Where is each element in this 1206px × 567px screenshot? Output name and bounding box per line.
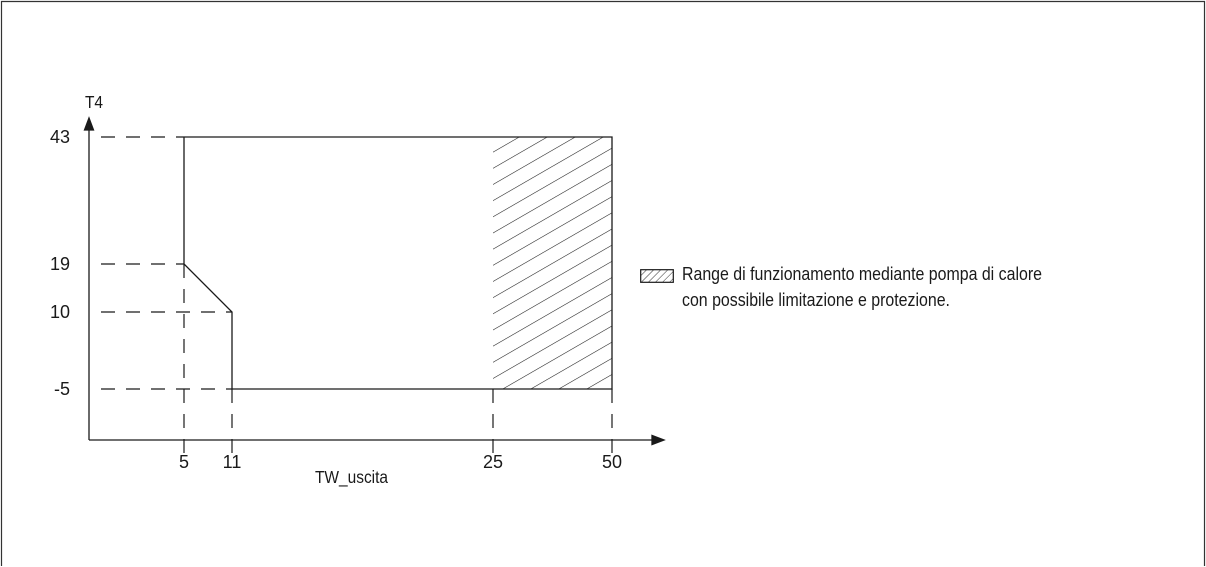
x-tick-label-50: 50 [602, 452, 622, 472]
x-axis-label: TW_uscita [315, 467, 389, 487]
legend-hatch-swatch [640, 269, 674, 283]
y-tick-label-43: 43 [50, 127, 70, 147]
hatched-region [493, 137, 612, 389]
x-axis-arrow [651, 434, 666, 446]
legend-text-line-2: con possibile limitazione e protezione. [682, 289, 950, 310]
operating-region-outline [183, 136, 613, 390]
y-tick-labels: 43 19 10 -5 [50, 127, 70, 399]
x-tick-label-11: 11 [223, 452, 242, 472]
axes [83, 116, 666, 446]
legend-text-line-1: Range di funzionamento mediante pompa di… [682, 263, 1042, 284]
x-tick-label-5: 5 [179, 452, 189, 472]
y-tick-label-10: 10 [50, 302, 70, 322]
y-axis-arrow [83, 116, 95, 131]
x-tick-label-25: 25 [483, 452, 503, 472]
guide-lines [101, 136, 613, 458]
y-tick-label-neg5: -5 [54, 379, 70, 399]
y-tick-label-19: 19 [50, 254, 70, 274]
y-axis-label: T4 [85, 92, 103, 112]
x-tick-labels: 5 11 25 50 [179, 452, 622, 472]
